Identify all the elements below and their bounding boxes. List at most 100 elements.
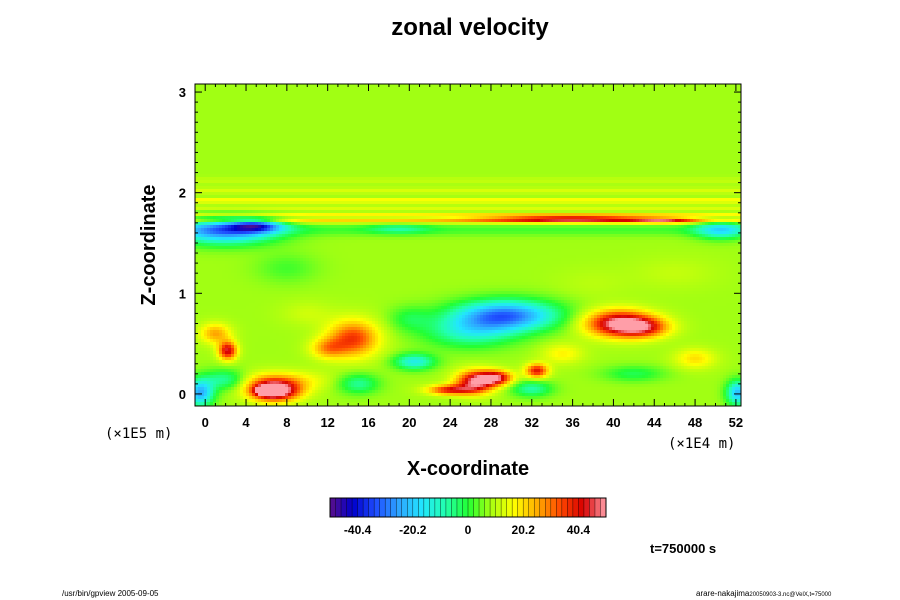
- heatmap-cell: [600, 117, 603, 120]
- heatmap-cell: [321, 99, 324, 102]
- heatmap-cell: [417, 126, 420, 129]
- heatmap-cell: [525, 96, 528, 99]
- heatmap-cell: [693, 144, 696, 147]
- heatmap-cell: [267, 87, 270, 90]
- heatmap-cell: [639, 102, 642, 105]
- heatmap-cell: [240, 132, 243, 135]
- heatmap-cell: [720, 120, 723, 123]
- heatmap-cell: [528, 99, 531, 102]
- heatmap-cell: [387, 102, 390, 105]
- heatmap-cell: [729, 90, 732, 93]
- heatmap-cell: [369, 153, 372, 156]
- heatmap-cell: [243, 123, 246, 126]
- heatmap-cell: [618, 87, 621, 90]
- heatmap-cell: [576, 102, 579, 105]
- heatmap-cell: [438, 162, 441, 165]
- heatmap-cell: [474, 153, 477, 156]
- heatmap-cell: [321, 87, 324, 90]
- heatmap-cell: [492, 114, 495, 117]
- heatmap-cell: [615, 114, 618, 117]
- heatmap-cell: [609, 123, 612, 126]
- heatmap-cell: [666, 141, 669, 144]
- heatmap-cell: [225, 126, 228, 129]
- heatmap-cell: [510, 129, 513, 132]
- heatmap-cell: [507, 147, 510, 150]
- heatmap-cell: [366, 93, 369, 96]
- heatmap-cell: [717, 159, 720, 162]
- heatmap-cell: [678, 93, 681, 96]
- heatmap-cell: [264, 156, 267, 159]
- heatmap-cell: [630, 159, 633, 162]
- heatmap-cell: [435, 150, 438, 153]
- heatmap-cell: [291, 90, 294, 93]
- heatmap-cell: [387, 99, 390, 102]
- heatmap-cell: [318, 111, 321, 114]
- heatmap-cell: [303, 123, 306, 126]
- heatmap-cell: [651, 156, 654, 159]
- heatmap-cell: [282, 144, 285, 147]
- heatmap-cell: [300, 96, 303, 99]
- heatmap-cell: [693, 117, 696, 120]
- heatmap-cell: [312, 87, 315, 90]
- heatmap-cell: [501, 102, 504, 105]
- heatmap-cell: [336, 120, 339, 123]
- heatmap-cell: [348, 111, 351, 114]
- heatmap-cell: [246, 111, 249, 114]
- heatmap-cell: [633, 150, 636, 153]
- heatmap-cell: [711, 153, 714, 156]
- heatmap-cell: [405, 90, 408, 93]
- heatmap-cell: [318, 93, 321, 96]
- heatmap-cell: [660, 153, 663, 156]
- heatmap-cell: [666, 114, 669, 117]
- heatmap-cell: [585, 111, 588, 114]
- heatmap-cell: [636, 150, 639, 153]
- heatmap-cell: [351, 156, 354, 159]
- heatmap-cell: [270, 150, 273, 153]
- heatmap-cell: [396, 114, 399, 117]
- heatmap-cell: [234, 147, 237, 150]
- heatmap-cell: [708, 132, 711, 135]
- heatmap-cell: [408, 105, 411, 108]
- heatmap-cell: [678, 120, 681, 123]
- heatmap-cell: [576, 96, 579, 99]
- heatmap-cell: [567, 162, 570, 165]
- heatmap-cell: [561, 150, 564, 153]
- heatmap-cell: [603, 96, 606, 99]
- heatmap-cell: [561, 99, 564, 102]
- heatmap-cell: [666, 87, 669, 90]
- heatmap-cell: [432, 132, 435, 135]
- heatmap-cell: [486, 126, 489, 129]
- heatmap-cell: [609, 132, 612, 135]
- heatmap-cell: [528, 123, 531, 126]
- heatmap-cell: [228, 141, 231, 144]
- heatmap-cell: [408, 135, 411, 138]
- heatmap-cell: [441, 156, 444, 159]
- heatmap-cell: [303, 165, 306, 168]
- heatmap-cell: [546, 102, 549, 105]
- heatmap-cell: [501, 144, 504, 147]
- heatmap-cell: [717, 99, 720, 102]
- heatmap-cell: [459, 108, 462, 111]
- heatmap-cell: [546, 129, 549, 132]
- heatmap-cell: [504, 132, 507, 135]
- heatmap-cell: [597, 129, 600, 132]
- heatmap-cell: [432, 111, 435, 114]
- heatmap-cell: [657, 159, 660, 162]
- heatmap-cell: [426, 111, 429, 114]
- heatmap-cell: [618, 108, 621, 111]
- heatmap-cell: [492, 93, 495, 96]
- heatmap-cell: [303, 114, 306, 117]
- heatmap-cell: [516, 126, 519, 129]
- heatmap-cell: [486, 123, 489, 126]
- heatmap-cell: [615, 138, 618, 141]
- heatmap-cell: [456, 99, 459, 102]
- heatmap-cell: [498, 105, 501, 108]
- heatmap-cell: [594, 156, 597, 159]
- heatmap-cell: [453, 144, 456, 147]
- heatmap-cell: [327, 162, 330, 165]
- heatmap-cell: [726, 129, 729, 132]
- heatmap-cell: [258, 105, 261, 108]
- heatmap-cell: [486, 111, 489, 114]
- heatmap-cell: [450, 144, 453, 147]
- heatmap-cell: [288, 123, 291, 126]
